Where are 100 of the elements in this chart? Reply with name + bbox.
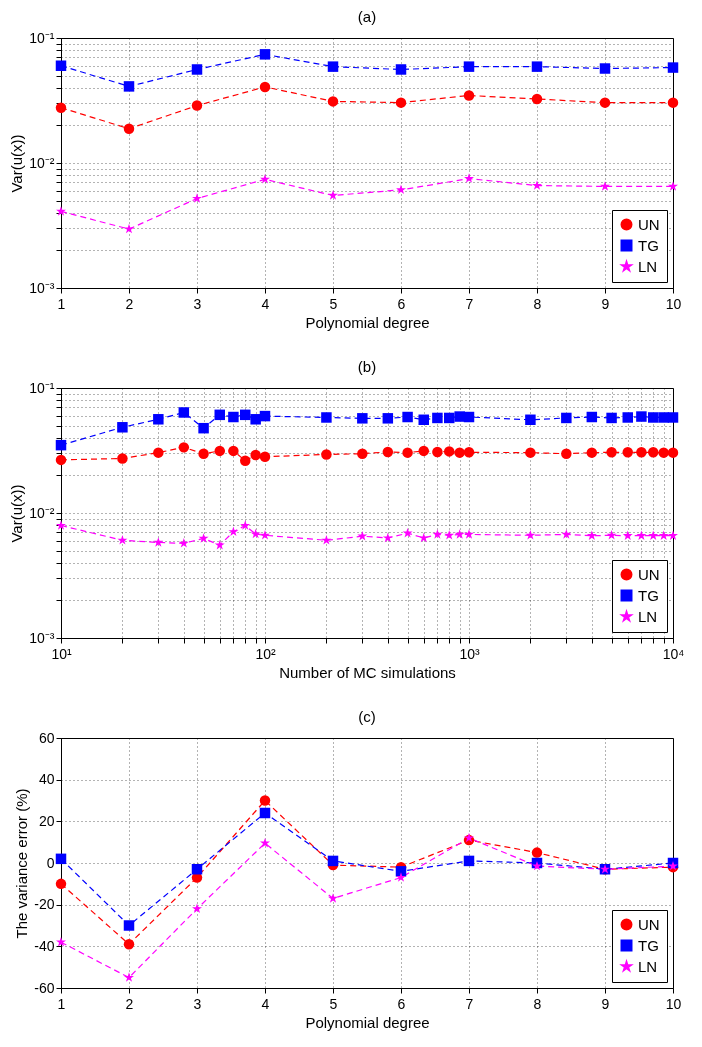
x-tick-label: 10² [255, 645, 276, 662]
point [599, 63, 611, 74]
point [191, 100, 203, 111]
point [123, 939, 135, 950]
legend-label: TG [638, 586, 659, 604]
point [532, 180, 542, 190]
x-tick-label: 9 [601, 295, 610, 312]
point [55, 853, 67, 865]
point [123, 920, 135, 931]
legend-label: UN [638, 215, 660, 233]
point [327, 96, 339, 107]
point [395, 97, 407, 108]
legend-label: TG [638, 236, 659, 254]
x-tick-label: 2 [125, 995, 134, 1012]
x-tick-label: 8 [533, 295, 542, 312]
chart-title: (b) [357, 358, 377, 375]
point [327, 855, 339, 867]
point [667, 97, 679, 108]
point [55, 60, 67, 71]
point [667, 62, 679, 73]
point [600, 181, 610, 191]
legend-label: UN [638, 565, 660, 583]
y-tick-label: 10⁻² [29, 154, 55, 171]
x-tick-label: 6 [397, 995, 406, 1012]
chart-title: (a) [357, 8, 377, 25]
point [327, 61, 339, 72]
x-tick-label: 6 [397, 295, 406, 312]
y-tick-label: 10⁻³ [29, 279, 55, 296]
x-tick-label: 10 [665, 995, 682, 1012]
point [396, 184, 406, 195]
x-tick-label: 10 [665, 295, 682, 312]
y-tick-label: 60 [38, 729, 55, 746]
x-tick-label: 5 [329, 995, 338, 1012]
x-tick-label: 10³ [459, 645, 480, 662]
point [599, 97, 611, 108]
point [463, 855, 475, 867]
x-tick-label: 7 [465, 295, 474, 312]
point [668, 181, 678, 191]
y-tick-label: 10⁻² [29, 504, 55, 521]
x-tick-label: 2 [125, 295, 134, 312]
x-tick-label: 10¹ [51, 645, 72, 662]
point [464, 173, 474, 183]
point [55, 878, 67, 890]
chart-title: (c) [358, 708, 376, 725]
legend-label: LN [638, 257, 658, 275]
x-axis-title: Number of MC simulations [279, 663, 456, 681]
point [531, 61, 543, 72]
y-tick-label: -40 [34, 937, 55, 954]
y-axis-title: Var(u(x)) [8, 484, 26, 543]
point [123, 81, 135, 92]
x-tick-label: 9 [601, 995, 610, 1012]
point [260, 174, 270, 184]
x-axis-title: Polynomial degree [305, 1013, 430, 1031]
point [259, 81, 271, 93]
point [192, 903, 202, 914]
x-tick-label: 5 [329, 295, 338, 312]
point [123, 123, 135, 134]
x-tick-label: 3 [193, 295, 202, 312]
point [56, 206, 66, 216]
y-tick-label: -60 [34, 979, 55, 996]
x-tick-label: 4 [261, 295, 270, 312]
y-tick-label: -20 [34, 896, 55, 913]
point [328, 190, 338, 200]
point [396, 872, 406, 882]
point [124, 223, 134, 234]
point [259, 795, 271, 806]
y-tick-label: 10⁻¹ [29, 379, 55, 396]
x-tick-label: 3 [193, 995, 202, 1012]
point [56, 936, 66, 947]
x-tick-label: 4 [261, 995, 270, 1012]
point [191, 864, 203, 875]
y-tick-label: 10⁻¹ [29, 29, 55, 46]
y-axis-title: Var(u(x)) [8, 134, 26, 193]
point [328, 893, 338, 903]
point [192, 193, 202, 203]
y-tick-label: 20 [38, 812, 55, 829]
point [259, 807, 271, 819]
point [55, 102, 67, 113]
x-tick-label: 10⁴ [662, 645, 685, 662]
point [259, 49, 271, 60]
point [395, 64, 407, 75]
point [463, 90, 475, 101]
point [463, 61, 475, 72]
legend-label: TG [638, 936, 659, 954]
x-tick-label: 1 [57, 995, 66, 1012]
point [191, 64, 203, 75]
x-tick-label: 1 [57, 295, 66, 312]
x-tick-label: 7 [465, 995, 474, 1012]
legend-label: UN [638, 915, 660, 933]
y-axis-title: The variance error (%) [13, 788, 31, 939]
legend-label: LN [638, 607, 658, 625]
y-tick-label: 40 [38, 771, 55, 788]
y-tick-label: 10⁻³ [29, 629, 55, 646]
y-tick-label: 0 [46, 854, 55, 871]
point [531, 93, 543, 105]
x-tick-label: 8 [533, 995, 542, 1012]
point [531, 847, 543, 858]
x-axis-title: Polynomial degree [305, 313, 430, 331]
legend-label: LN [638, 957, 658, 975]
point [124, 972, 134, 982]
